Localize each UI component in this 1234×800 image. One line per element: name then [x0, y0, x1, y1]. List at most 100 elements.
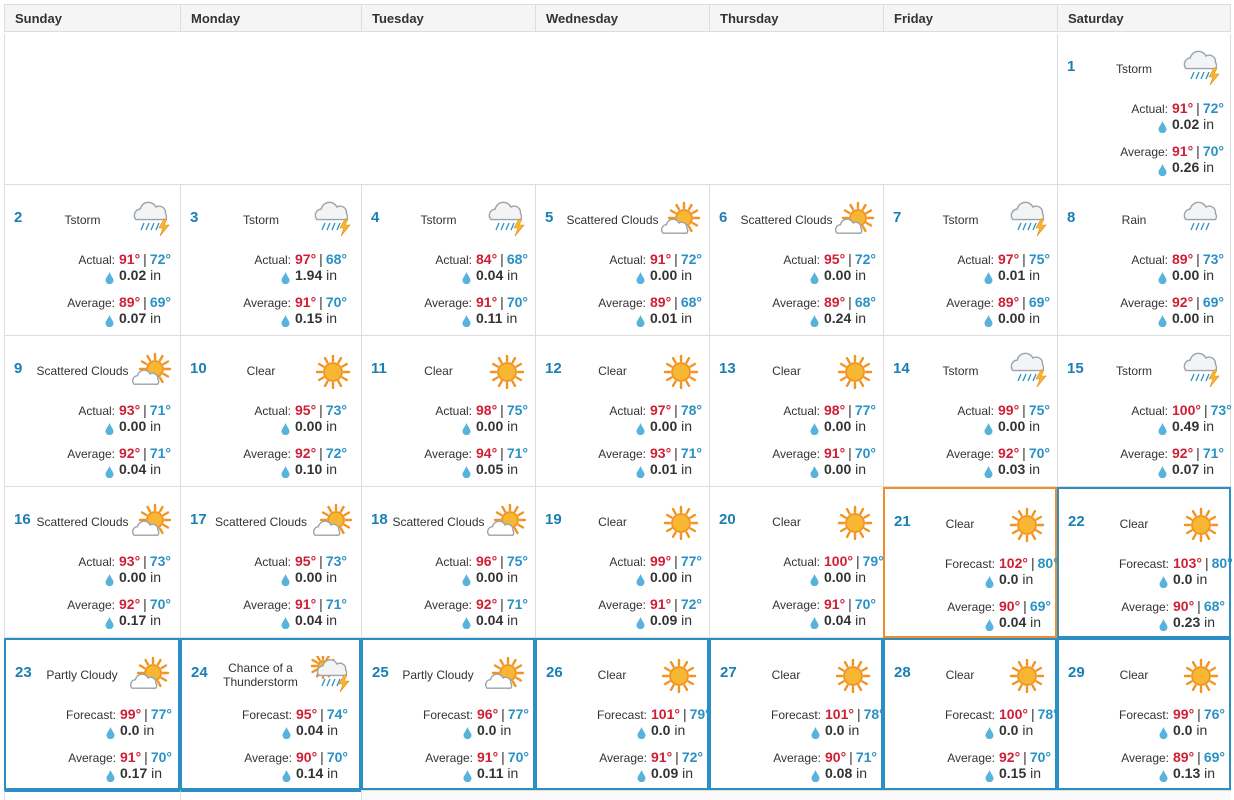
day-cell-25[interactable]: 25 Partly Cloudy Forecast: 96° | 77° 0.0 in Ave… [361, 638, 535, 790]
condition-label: Clear [772, 515, 801, 529]
forecast-precip-unit: in [1196, 571, 1208, 587]
day-cell-2[interactable]: 2 Tstorm Actual: 91° | 72° 0.02 in Average: 89° |… [4, 185, 180, 336]
actual-low-temp: 73° [325, 402, 347, 418]
condition-label: Clear [598, 515, 627, 529]
raindrop-icon [636, 314, 645, 328]
day-cell-19[interactable]: 19 Clear Actual: 99° | 77° 0.00 in Average: 91° |… [535, 487, 709, 638]
day-number: 16 [14, 511, 31, 528]
day-cell-10[interactable]: 10 Clear Actual: 95° | 73° 0.00 in Average: 92° |… [180, 336, 361, 487]
actual-precip-value: 0.00 [650, 418, 678, 434]
actual-temps: 100° | 73° [1172, 402, 1232, 418]
average-high-temp: 89° [119, 294, 141, 310]
actual-precip-unit: in [855, 267, 867, 283]
day-cell-16[interactable]: 16 Scattered Clouds Actual: 93° | 73° 0.00 in A… [4, 487, 180, 638]
average-temps: 91° | 70° [120, 749, 172, 765]
average-precip: 0.11 in [476, 310, 517, 326]
day-cell-15[interactable]: 15 Tstorm Actual: 100° | 73° 0.49 in Average: 92… [1057, 336, 1232, 487]
day-cell-3[interactable]: 3 Tstorm Actual: 97° | 68° 1.94 in Average: 91° |… [180, 185, 361, 336]
raindrop-icon [281, 465, 290, 479]
average-low-temp: 69° [1028, 294, 1050, 310]
day-cell-8[interactable]: 8 Rain Actual: 89° | 73° 0.00 in Average: 92° | 69… [1057, 185, 1231, 336]
day-cell-11[interactable]: 11 Clear Actual: 98° | 75° 0.00 in Average: 94° |… [361, 336, 535, 487]
day-cell-23[interactable]: 23 Partly Cloudy Forecast: 99° | 77° 0.0 in Ave… [4, 638, 180, 790]
day-cell-4[interactable]: 4 Tstorm Actual: 84° | 68° 0.04 in Average: 91° |… [361, 185, 535, 336]
day-number: 3 [190, 209, 199, 226]
average-low-temp: 70° [1202, 143, 1224, 159]
day-cell-29[interactable]: 29 Clear Forecast: 99° | 76° 0.0 in Average: 89°… [1057, 638, 1231, 790]
average-label: Average: [1120, 447, 1168, 461]
forecast-precip-unit: in [500, 722, 512, 738]
day-cell-12[interactable]: 12 Clear Actual: 97° | 78° 0.00 in Average: 93° |… [535, 336, 709, 487]
average-precip-value: 0.05 [476, 461, 504, 477]
actual-label: Actual: [609, 253, 646, 267]
tstorm-icon [487, 201, 527, 241]
average-high-temp: 90° [296, 749, 318, 765]
temp-separator: | [319, 553, 323, 569]
day-cell-9[interactable]: 9 Scattered Clouds Actual: 93° | 71° 0.00 in Av… [4, 336, 180, 487]
forecast-high-temp: 103° [1173, 555, 1202, 571]
actual-label: Actual: [254, 404, 291, 418]
actual-precip-unit: in [150, 569, 162, 585]
average-label: Average: [946, 447, 994, 461]
day-cell-21[interactable]: 21 Clear Forecast: 102° | 80° 0.0 in Average: 90… [883, 487, 1059, 638]
day-number: 8 [1067, 209, 1076, 226]
actual-label: Actual: [78, 555, 115, 569]
forecast-precip: 0.0 in [120, 722, 154, 738]
day-cell-20[interactable]: 20 Clear Actual: 100° | 79° 0.00 in Average: 91°… [709, 487, 884, 638]
sun-icon [833, 656, 873, 696]
day-number: 2 [14, 209, 23, 226]
day-cell-24[interactable]: 24 Chance of a Thunderstorm Forecast: 95° | 7… [180, 638, 361, 790]
weekday-header-wednesday: Wednesday [535, 4, 709, 32]
temp-separator: | [143, 445, 147, 461]
actual-low-temp: 73° [1202, 251, 1224, 267]
actual-low-temp: 75° [506, 402, 528, 418]
condition-label: Tstorm [942, 213, 979, 227]
temp-separator: | [674, 553, 678, 569]
day-cell-6[interactable]: 6 Scattered Clouds Actual: 95° | 72° 0.00 in Av… [709, 185, 883, 336]
raindrop-icon [105, 573, 114, 587]
raindrop-icon [985, 618, 994, 632]
average-high-temp: 92° [1172, 445, 1194, 461]
day-cell-17[interactable]: 17 Scattered Clouds Actual: 95° | 73° 0.00 in A… [180, 487, 361, 638]
day-cell-22[interactable]: 22 Clear Forecast: 103° | 80° 0.0 in Average: 90… [1057, 487, 1233, 638]
actual-high-temp: 99° [998, 402, 1020, 418]
actual-temps: 93° | 71° [119, 402, 171, 418]
actual-label: Actual: [957, 404, 994, 418]
actual-precip: 0.00 in [824, 267, 866, 283]
actual-high-temp: 91° [119, 251, 141, 267]
day-cell-14[interactable]: 14 Tstorm Actual: 99° | 75° 0.00 in Average: 92°… [883, 336, 1057, 487]
day-cell-26[interactable]: 26 Clear Forecast: 101° | 79° 0.0 in Average: 91… [535, 638, 711, 790]
forecast-precip: 0.0 in [651, 722, 685, 738]
forecast-temps: 96° | 77° [477, 706, 529, 722]
day-cell-5[interactable]: 5 Scattered Clouds Actual: 91° | 72° 0.00 in Av… [535, 185, 709, 336]
raindrop-icon [1159, 769, 1168, 783]
average-precip-unit: in [1029, 461, 1041, 477]
average-precip-value: 0.26 [1172, 159, 1200, 175]
day-cell-18[interactable]: 18 Scattered Clouds Actual: 96° | 75° 0.00 in A… [361, 487, 535, 638]
condition-label: Tstorm [942, 364, 979, 378]
actual-label: Actual: [435, 404, 472, 418]
average-precip-value: 0.04 [476, 612, 504, 628]
day-number: 24 [191, 664, 208, 681]
temp-separator: | [501, 749, 505, 765]
average-precip-unit: in [1203, 310, 1215, 326]
average-precip: 0.10 in [295, 461, 337, 477]
actual-temps: 97° | 75° [998, 251, 1050, 267]
day-cell-7[interactable]: 7 Tstorm Actual: 97° | 75° 0.01 in Average: 89° |… [883, 185, 1057, 336]
actual-label: Actual: [435, 253, 472, 267]
condition-label: Scattered Clouds [392, 515, 485, 529]
day-cell-1[interactable]: 1 Tstorm Actual: 91° | 72° 0.02 in Average: 91° |… [1057, 34, 1231, 185]
forecast-temps: 103° | 80° [1173, 555, 1233, 571]
actual-label: Actual: [78, 404, 115, 418]
average-precip-unit: in [507, 765, 519, 781]
day-cell-27[interactable]: 27 Clear Forecast: 101° | 78° 0.0 in Average: 90… [709, 638, 885, 790]
forecast-label: Forecast: [944, 557, 995, 571]
average-high-temp: 91° [120, 749, 142, 765]
sun-icon [661, 352, 701, 392]
day-cell-28[interactable]: 28 Clear Forecast: 100° | 78° 0.0 in Average: 92… [883, 638, 1059, 790]
day-number: 17 [190, 511, 207, 528]
actual-precip-value: 0.00 [295, 418, 323, 434]
average-label: Average: [599, 751, 647, 765]
actual-high-temp: 91° [650, 251, 672, 267]
day-cell-13[interactable]: 13 Clear Actual: 98° | 77° 0.00 in Average: 91° |… [709, 336, 883, 487]
